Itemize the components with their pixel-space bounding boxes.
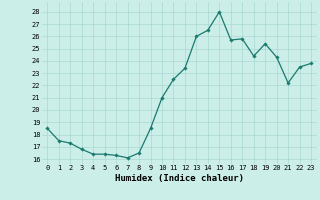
X-axis label: Humidex (Indice chaleur): Humidex (Indice chaleur): [115, 174, 244, 183]
